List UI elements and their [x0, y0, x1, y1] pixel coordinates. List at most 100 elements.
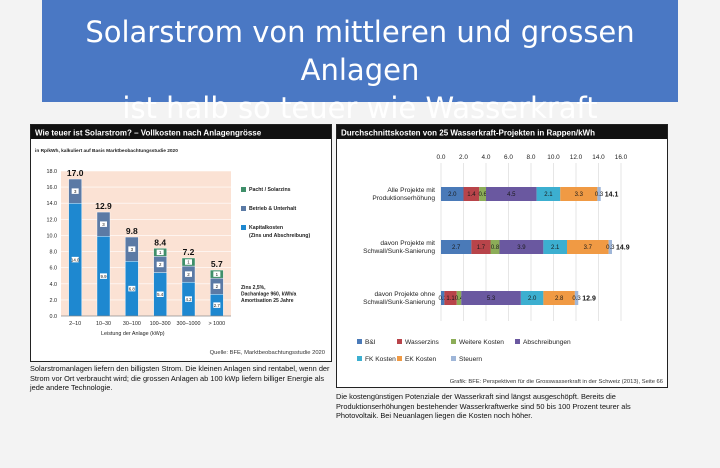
- slide-title-line-1: Solarstrom von mittleren und grossen Anl…: [85, 15, 635, 87]
- solar-value-label-box: [71, 188, 79, 194]
- solar-y-tick-label: 16.0: [47, 185, 58, 191]
- solar-value-label-box: [213, 302, 221, 308]
- solar-chart-title-bar: [31, 125, 331, 139]
- solar-value-label-box: [213, 283, 221, 289]
- solar-value-label-box: [128, 246, 136, 252]
- solar-legend-swatch: [241, 187, 246, 192]
- hydro-bar-segment: [441, 291, 445, 305]
- hydro-legend-swatch: [451, 356, 456, 361]
- solar-x-tick-label: 10–30: [96, 321, 111, 327]
- solar-bar-total: 9.8: [126, 226, 138, 236]
- hydro-bar-segment: [456, 291, 462, 305]
- hydro-value-label: 3.9: [517, 245, 526, 251]
- hydro-bar-segment: [490, 240, 500, 254]
- hydro-bar-segment: [441, 187, 464, 201]
- solar-value-label: 1: [187, 260, 190, 265]
- hydro-bar-segment: [444, 291, 457, 305]
- hydro-bar-segment: [536, 187, 561, 201]
- hydro-value-label: 2.0: [448, 192, 457, 198]
- hydro-bar-total: 14.9: [616, 244, 630, 251]
- solar-value-label: 3: [74, 189, 77, 194]
- hydro-bar-segment: [543, 291, 575, 305]
- solar-legend-label: Pacht / Solarzins: [249, 187, 291, 193]
- hydro-bar-segment: [543, 240, 567, 254]
- hydro-bar-segment: [471, 240, 491, 254]
- hydro-value-label: 0.3: [439, 296, 448, 302]
- solar-bar-total: 12.9: [95, 201, 112, 211]
- hydro-value-label: 1.7: [477, 245, 486, 251]
- solar-x-axis-label: Leistung der Anlage (kWp): [101, 331, 165, 337]
- hydro-legend-label: Wasserzins: [405, 339, 440, 346]
- hydro-x-tick-label: 8.0: [527, 154, 536, 161]
- solar-y-tick-label: 14.0: [47, 201, 58, 207]
- hydro-bar-total: 14.1: [605, 191, 619, 198]
- solar-value-label-box: [185, 271, 192, 277]
- solar-value-label: 3: [102, 222, 105, 227]
- hydro-bar-total: 12.9: [582, 295, 596, 302]
- hydro-value-label: 2.0: [528, 296, 537, 302]
- solar-y-tick-label: 2.0: [50, 298, 58, 304]
- solar-chart-panel: Wie teuer ist Solarstrom? – Vollkosten n…: [30, 124, 332, 362]
- hydro-category-label: davon Projekte ohne Schwall/Sunk-Sanierun…: [363, 291, 435, 306]
- solar-value-label-box: [185, 296, 192, 302]
- hydro-bar-segment: [567, 240, 609, 254]
- solar-y-tick-label: 12.0: [47, 217, 58, 223]
- hydro-value-label: 0.3: [572, 296, 581, 302]
- hydro-legend-swatch: [357, 339, 362, 344]
- hydro-bar-segment: [499, 240, 544, 254]
- hydro-cost-chart: Durchschnittskosten von 25 Wasserkraft-P…: [337, 125, 667, 385]
- solar-bar-total: 8.4: [154, 237, 166, 247]
- hydro-legend-swatch: [357, 356, 362, 361]
- hydro-legend-label: Steuern: [459, 356, 482, 363]
- solar-bar-total: 7.2: [183, 247, 195, 257]
- solar-bar-total: 5.7: [211, 259, 223, 269]
- solar-value-label: 2: [159, 262, 162, 267]
- hydro-legend-swatch: [451, 339, 456, 344]
- hydro-category-label: davon Projekte mit Schwall/Sunk-Sanierung: [363, 240, 435, 255]
- solar-y-tick-label: 8.0: [50, 250, 58, 256]
- hydro-category-label: Alle Projekte mit Produktionserhöhung: [372, 187, 435, 202]
- solar-x-tick-label: > 1000: [209, 321, 226, 327]
- solar-value-label-box: [213, 271, 221, 277]
- solar-chart-subtitle: in Rp/kWh, kalkuliert auf Basis Marktbeo…: [35, 148, 178, 154]
- hydro-bar-segment: [574, 291, 579, 305]
- slide-title-line-2: ist halb so teuer wie Wasserkraft: [122, 91, 598, 125]
- solar-value-label-box: [71, 256, 79, 263]
- solar-cost-chart: Wie teuer ist Solarstrom? – Vollkosten n…: [31, 125, 331, 356]
- hydro-bar-segment: [597, 187, 601, 201]
- solar-value-label-box: [128, 285, 136, 292]
- solar-note-text: Zins 2,5%, Dachanlage 960, kWh/a Amortis…: [241, 285, 298, 304]
- hydro-value-label: 1.1: [446, 296, 455, 302]
- solar-legend-label: Betrieb & Unterhalt: [249, 206, 297, 212]
- hydro-legend-label: EK Kosten: [405, 356, 436, 363]
- solar-x-tick-label: 100–300: [150, 321, 171, 327]
- hydro-x-tick-label: 12.0: [570, 154, 583, 161]
- hydro-bar-segment: [461, 291, 521, 305]
- solar-value-label: 2: [187, 272, 190, 277]
- solar-legend-swatch: [241, 206, 246, 211]
- hydro-value-label: 0.6: [478, 192, 487, 198]
- hydro-value-label: 5.3: [487, 296, 496, 302]
- solar-bar-total: 17.0: [67, 168, 84, 178]
- solar-value-label: 4.2: [185, 297, 192, 302]
- hydro-legend-swatch: [397, 356, 402, 361]
- solar-x-tick-label: 30–100: [123, 321, 141, 327]
- solar-chart-title: Wie teuer ist Solarstrom? – Vollkosten n…: [35, 129, 262, 138]
- hydro-bar-segment: [486, 187, 537, 201]
- hydro-legend-swatch: [515, 339, 520, 344]
- hydro-value-label: 2.7: [452, 245, 461, 251]
- hydro-legend-swatch: [397, 339, 402, 344]
- hydro-bar-segment: [479, 187, 486, 201]
- hydro-value-label: 3.3: [575, 192, 584, 198]
- solar-value-label-box: [100, 273, 107, 279]
- hydro-value-label: 0.3: [595, 192, 604, 198]
- hydro-value-label: 1.4: [467, 192, 476, 198]
- hydro-x-tick-label: 16.0: [615, 154, 628, 161]
- solar-value-label: 3: [131, 247, 134, 252]
- hydro-x-tick-label: 6.0: [504, 154, 513, 161]
- solar-x-tick-label: 300–1000: [177, 321, 201, 327]
- solar-value-label: 1: [216, 272, 219, 277]
- slide-title-banner: Solarstrom von mittleren und grossen Anl…: [42, 0, 678, 125]
- solar-caption: Solarstromanlagen liefern den billigsten…: [30, 364, 330, 393]
- solar-value-label-box: [185, 259, 192, 265]
